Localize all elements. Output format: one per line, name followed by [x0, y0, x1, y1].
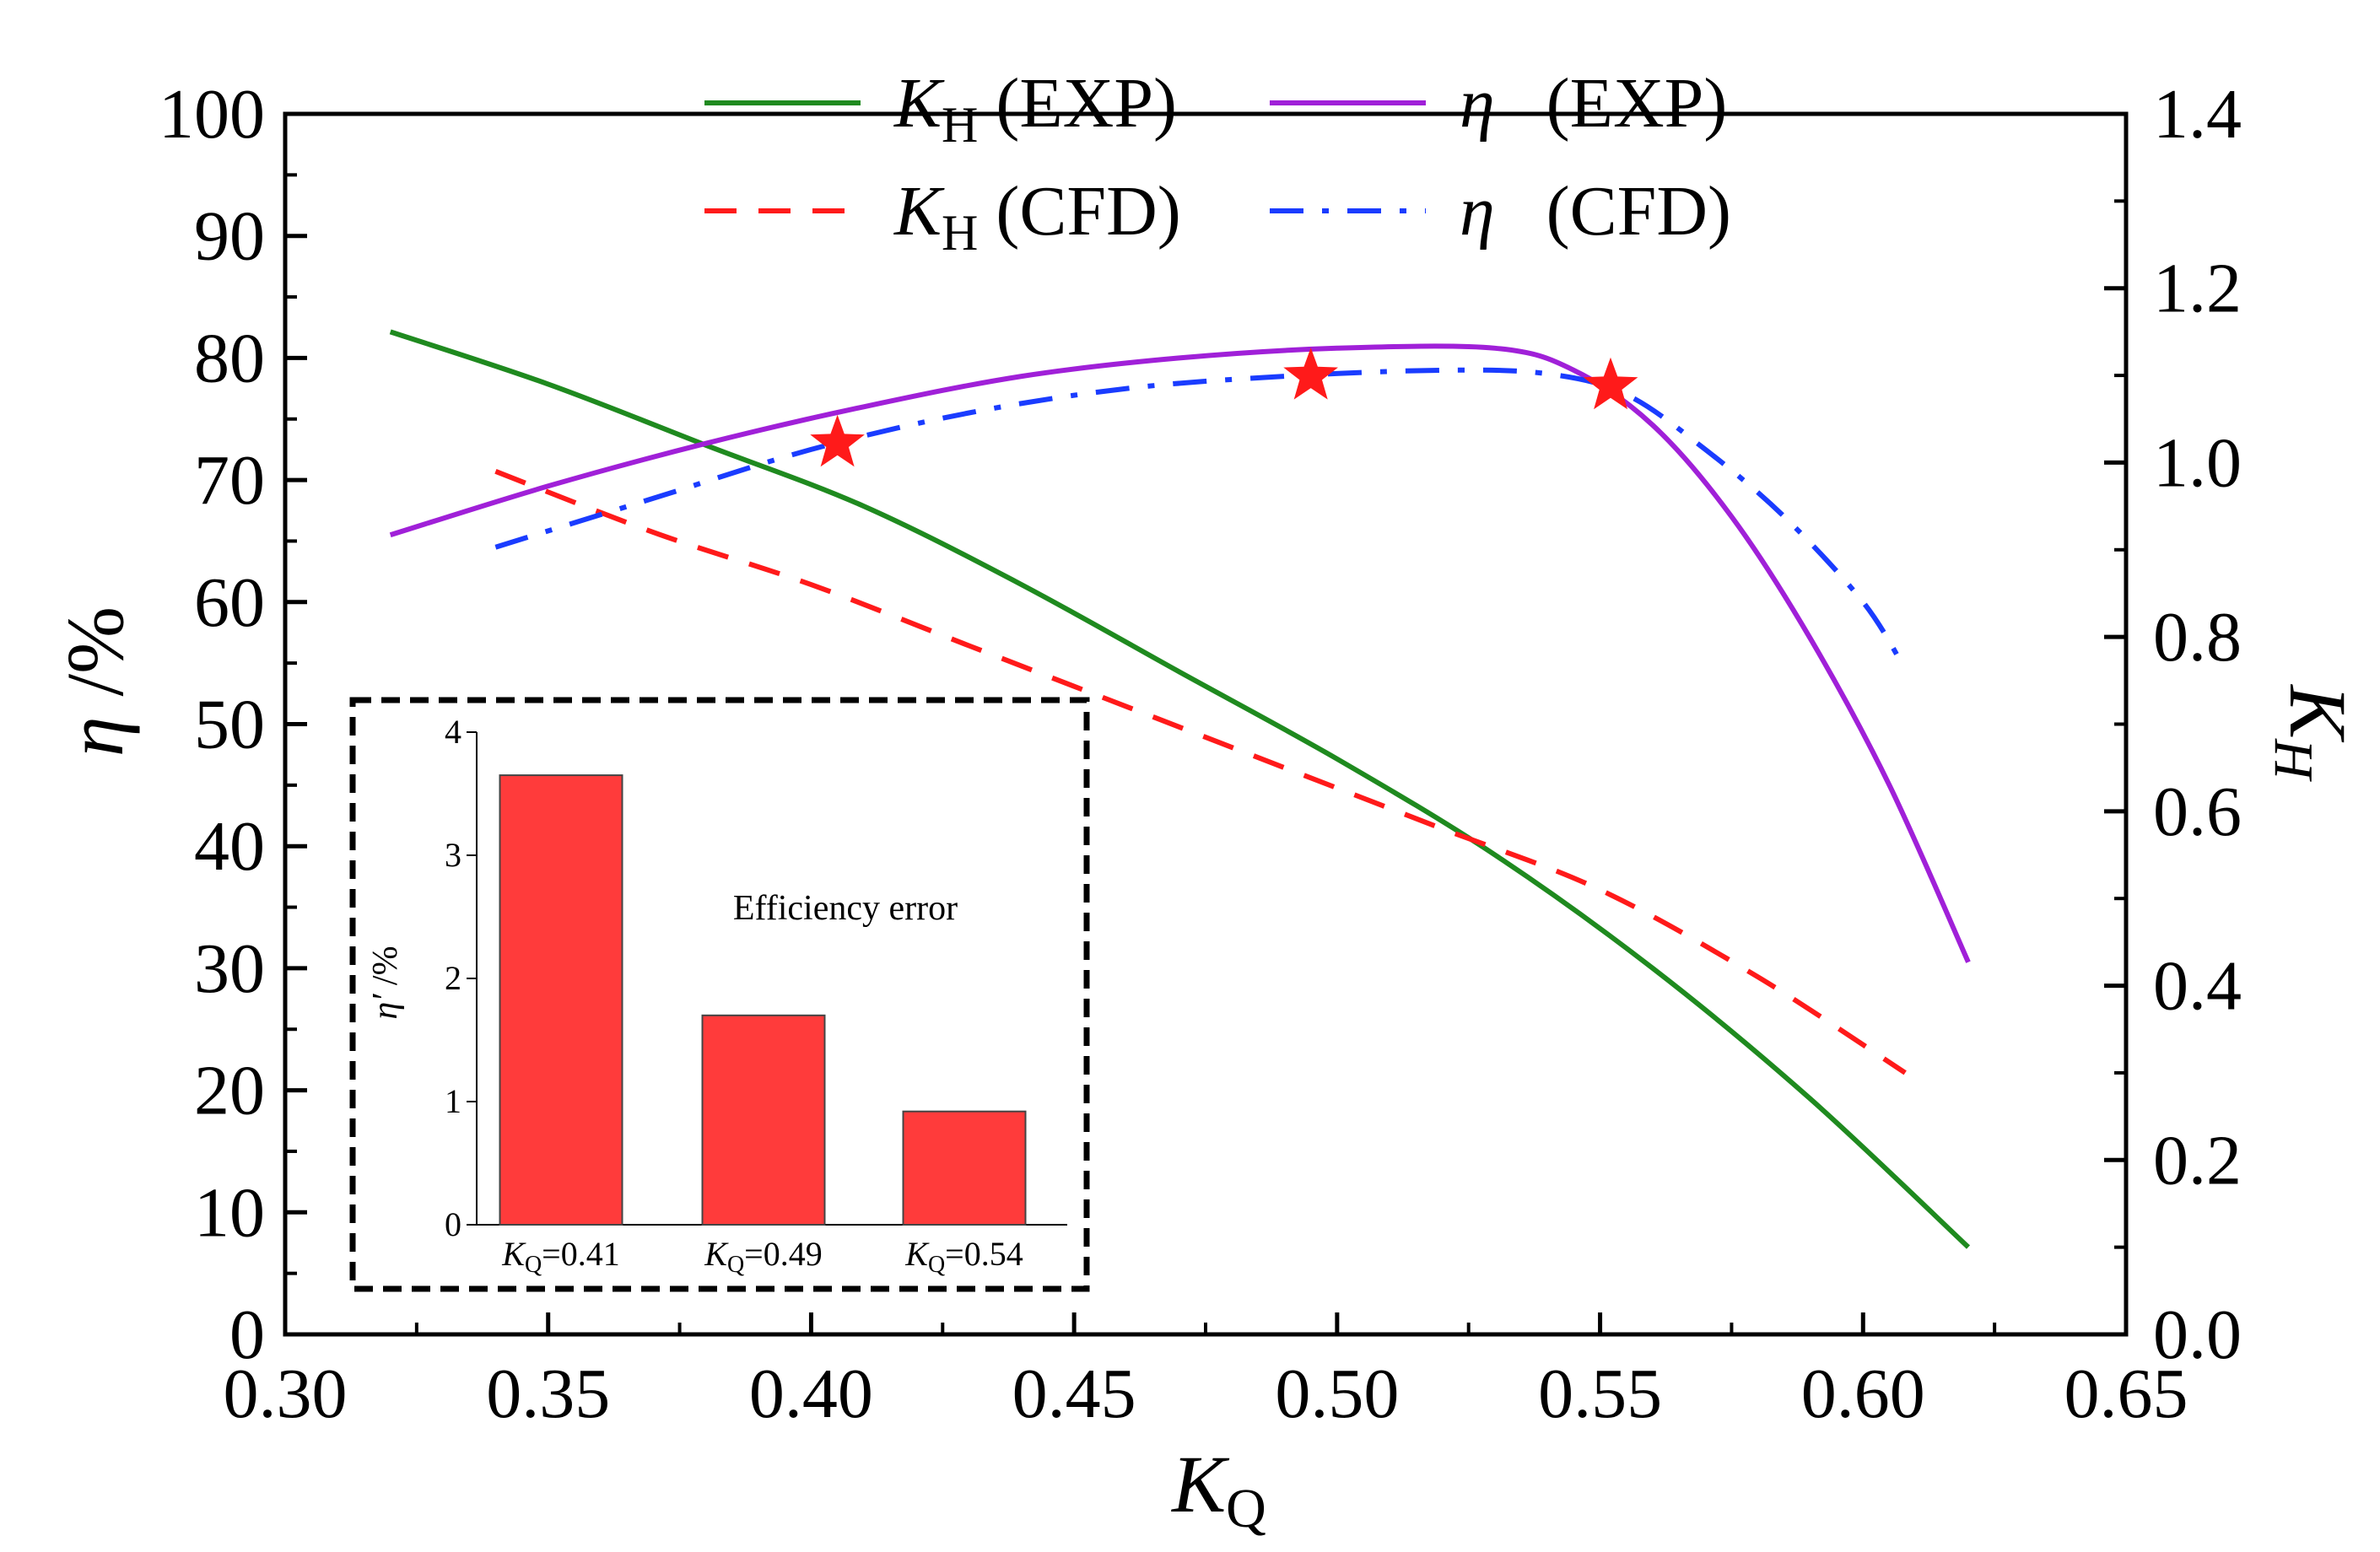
y-left-tick-label: 100 [159, 75, 265, 154]
star-marker-2 [1583, 357, 1638, 410]
series-line-1 [494, 469, 1907, 1075]
y-right-tick-label: 0.0 [2153, 1296, 2242, 1374]
series-line-2 [389, 343, 1971, 963]
x-tick-label: 0.60 [1801, 1355, 1925, 1433]
inset-x-tick-label: KQ=0.49 [704, 1235, 822, 1278]
star-marker-0 [810, 414, 865, 467]
legend-label-0: KH (EXP) [893, 64, 1177, 153]
inset-y-tick-label: 2 [445, 959, 461, 997]
inset-bar-0 [499, 774, 623, 1226]
y-right-tick-label: 1.0 [2153, 423, 2242, 502]
inset-y-tick-label: 3 [445, 836, 461, 874]
y-left-axis-title: η /% [50, 606, 140, 757]
y-right-axis-title: KH [2263, 683, 2363, 782]
y-right-tick-label: 0.2 [2153, 1121, 2242, 1199]
inset-x-tick-label: KQ=0.54 [904, 1235, 1023, 1278]
y-left-tick-label: 50 [194, 686, 265, 764]
legend: KH (EXP) η (EXP) KH (CFD) η (CFD) [704, 64, 1731, 261]
x-axis-title: KQ [1170, 1439, 1266, 1539]
y-left-tick-label: 0 [229, 1296, 265, 1374]
x-tick-label: 0.65 [2064, 1355, 2188, 1433]
inset-y-axis-title: η′ /% [366, 946, 405, 1019]
legend-label-2: η (EXP) [1460, 64, 1727, 143]
x-tick-label: 0.55 [1538, 1355, 1662, 1433]
inset-bar-chart: 0 1 2 3 4 KQ=0.41 KQ=0.49 KQ=0.54 Efficiency err… [349, 697, 1090, 1292]
y-left-tick-label: 40 [194, 807, 265, 886]
inset-title: Efficiency error [733, 889, 958, 928]
x-tick-label: 0.40 [749, 1355, 873, 1433]
y-right-tick-label: 1.2 [2153, 250, 2242, 328]
y-left-tick-label: 70 [194, 441, 265, 520]
main-series [389, 329, 1971, 1249]
inset-bar-2 [902, 1110, 1027, 1226]
main-markers [810, 348, 1638, 467]
series-line-0 [389, 329, 1971, 1249]
inset-bar-1 [701, 1014, 826, 1226]
y-right-tick-label: 1.4 [2153, 75, 2242, 154]
inset-y-tick-label: 0 [445, 1205, 461, 1243]
y-right-tick-label: 0.4 [2153, 947, 2242, 1026]
x-tick-label: 0.30 [224, 1355, 348, 1433]
y-left-tick-label: 60 [194, 563, 265, 642]
x-tick-label: 0.45 [1012, 1355, 1136, 1433]
x-tick-label: 0.50 [1275, 1355, 1399, 1433]
inset-x-tick-label: KQ=0.41 [501, 1235, 619, 1278]
legend-label-3: η (CFD) [1460, 172, 1731, 251]
y-left-tick-label: 10 [194, 1173, 265, 1252]
inset-y-tick-label: 4 [445, 713, 461, 751]
x-tick-label: 0.35 [486, 1355, 610, 1433]
y-left-tick-label: 90 [194, 197, 265, 276]
main-ticks: 0.30 0.35 0.40 0.45 0.50 0.55 0.60 0.6501020304… [159, 75, 2242, 1433]
inset-y-tick-label: 1 [445, 1082, 461, 1120]
legend-label-1: KH (CFD) [893, 172, 1181, 261]
y-right-tick-label: 0.6 [2153, 773, 2242, 851]
series-line-3 [494, 367, 1908, 671]
star-marker-1 [1283, 348, 1338, 400]
y-left-tick-label: 80 [194, 319, 265, 397]
y-right-tick-label: 0.8 [2153, 598, 2242, 676]
y-left-tick-label: 30 [194, 930, 265, 1008]
y-left-tick-label: 20 [194, 1052, 265, 1130]
